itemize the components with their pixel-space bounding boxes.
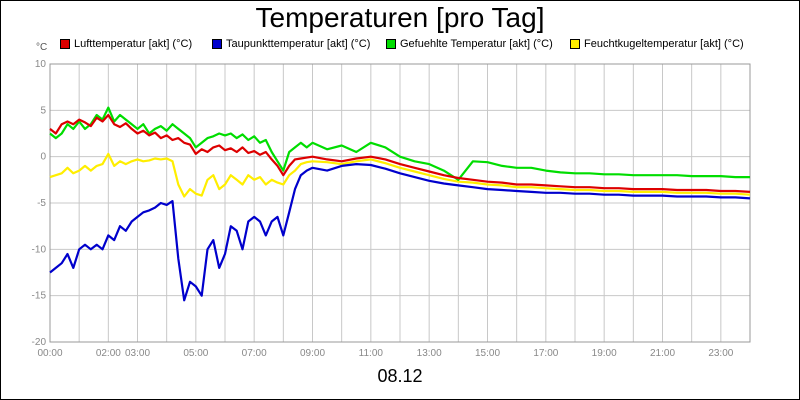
y-tick-label: -5 — [37, 198, 46, 209]
series-line-3 — [49, 152, 751, 198]
x-tick-label: 02:00 — [96, 348, 121, 359]
y-tick-label: 5 — [40, 105, 46, 116]
y-tick-label: -10 — [32, 244, 47, 255]
legend-swatch-taupunkttemperatur — [212, 39, 222, 49]
legend-swatch-feuchtkugeltemperatur — [570, 39, 580, 49]
legend-item-gefuehlte-temperatur: Gefuehlte Temperatur [akt] (°C) — [386, 38, 553, 50]
series-lines — [49, 106, 751, 302]
chart-title: Temperaturen [pro Tag] — [255, 2, 545, 33]
x-tick-label: 09:00 — [300, 348, 325, 359]
x-tick-label: 17:00 — [533, 348, 558, 359]
series-line-1 — [49, 163, 751, 302]
legend-swatch-lufttemperatur — [60, 39, 70, 49]
x-tick-label: 05:00 — [183, 348, 208, 359]
y-tick-label: 10 — [35, 59, 47, 70]
x-tick-label: 21:00 — [650, 348, 675, 359]
legend-label-taupunkttemperatur: Taupunkttemperatur [akt] (°C) — [226, 38, 371, 50]
legend-label-gefuehlte-temperatur: Gefuehlte Temperatur [akt] (°C) — [400, 38, 553, 50]
legend-item-feuchtkugeltemperatur: Feuchtkugeltemperatur [akt] (°C) — [570, 38, 744, 50]
x-tick-label: 13:00 — [417, 348, 442, 359]
legend-item-lufttemperatur: Lufttemperatur [akt] (°C) — [60, 38, 192, 50]
legend-label-feuchtkugeltemperatur: Feuchtkugeltemperatur [akt] (°C) — [584, 38, 744, 50]
legend-swatch-gefuehlte-temperatur — [386, 39, 396, 49]
series-line-0 — [49, 113, 751, 193]
series-line-2 — [49, 106, 750, 181]
y-tick-label: -15 — [32, 291, 47, 302]
legend-item-taupunkttemperatur: Taupunkttemperatur [akt] (°C) — [212, 38, 370, 50]
x-tick-label: 07:00 — [242, 348, 267, 359]
x-tick-label: 03:00 — [125, 348, 150, 359]
x-tick-label: 19:00 — [592, 348, 617, 359]
x-tick-label: 00:00 — [37, 348, 62, 359]
x-tick-label: 11:00 — [359, 348, 384, 359]
y-tick-label: -20 — [32, 337, 47, 348]
x-tick-label: 23:00 — [708, 348, 733, 359]
legend-label-lufttemperatur: Lufttemperatur [akt] (°C) — [74, 38, 193, 50]
x-tick-label: 15:00 — [475, 348, 500, 359]
grid — [49, 63, 751, 343]
x-axis-date-label: 08.12 — [377, 366, 423, 386]
y-tick-label: 0 — [40, 152, 46, 163]
y-axis-unit: °C — [36, 42, 48, 53]
plot-area-border — [49, 63, 751, 343]
axes — [49, 63, 751, 343]
